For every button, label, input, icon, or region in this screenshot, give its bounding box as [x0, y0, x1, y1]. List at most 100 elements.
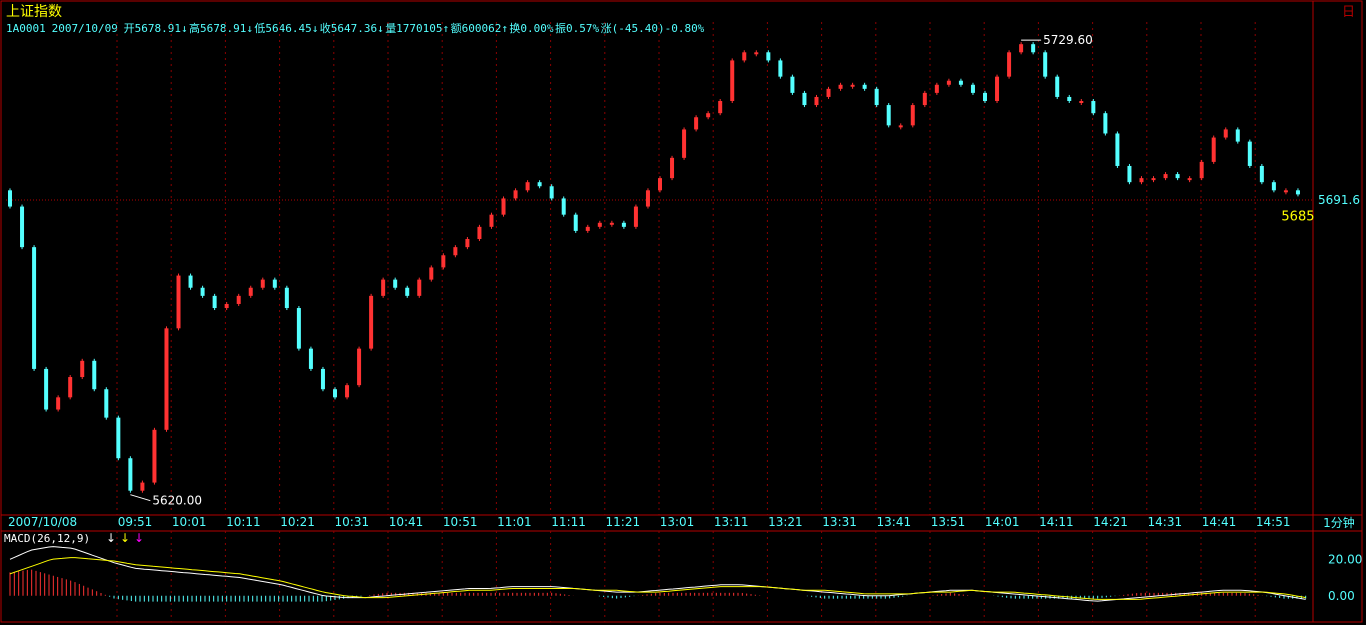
candle-body [633, 206, 638, 227]
high-price-label: 5729.60 [1043, 33, 1093, 47]
candle-body [20, 206, 25, 248]
time-label: 11:21 [606, 515, 641, 529]
candle-body [886, 105, 891, 126]
candle-body [56, 397, 61, 410]
candle-body [754, 52, 759, 55]
page-title: 上证指数 [6, 4, 62, 20]
corner-label: 日 [1342, 5, 1355, 20]
candle-body [790, 76, 795, 93]
time-label: 13:01 [660, 515, 695, 529]
info-turnover: 换0.00% [509, 21, 553, 35]
candle-body [802, 92, 807, 106]
candle-body [405, 287, 410, 296]
info-low: 低5646.45↓ [254, 22, 318, 35]
candle-body [862, 84, 867, 89]
candle-body [1283, 190, 1288, 193]
candle-body [1043, 52, 1048, 77]
candle-body [296, 308, 301, 349]
macd-arrow-1: ↓ [120, 531, 130, 545]
candle-body [1235, 129, 1240, 142]
candle-body [645, 190, 650, 207]
candle-body [910, 105, 915, 126]
candle-body [1079, 101, 1084, 104]
candle-body [1175, 174, 1180, 179]
candle-body [850, 84, 855, 87]
candle-body [477, 226, 482, 240]
candle-body [814, 96, 819, 106]
low-marker-line [130, 494, 151, 502]
time-label: 10:51 [443, 515, 478, 529]
candle-body [561, 198, 566, 215]
candle-body [429, 267, 434, 280]
time-label: 11:11 [551, 515, 586, 529]
candle-body [1223, 129, 1228, 138]
candle-body [308, 348, 313, 369]
macd-label: MACD(26,12,9) [4, 532, 90, 545]
candle-body [200, 287, 205, 296]
candle-body [742, 52, 747, 61]
time-label: 14:31 [1148, 515, 1183, 529]
time-label: 10:21 [280, 515, 315, 529]
time-label-start: 2007/10/08 [8, 515, 77, 529]
candle-body [537, 182, 542, 187]
candle-body [670, 157, 675, 179]
candle-body [826, 88, 831, 97]
candle-body [946, 80, 951, 85]
time-label: 11:01 [497, 515, 532, 529]
candle-body [1055, 76, 1060, 97]
info-high: 高5678.91↓ [189, 21, 253, 35]
candle-body [1187, 178, 1192, 181]
time-label: 14:41 [1202, 515, 1237, 529]
info-code: 1A0001 [6, 22, 46, 35]
candle-body [465, 239, 470, 248]
candle-body [513, 190, 518, 199]
candle-body [188, 275, 193, 288]
candle-body [272, 279, 277, 288]
info-amount: 额600062↑ [451, 22, 508, 35]
candle-body [8, 190, 12, 207]
candle-body [212, 295, 217, 309]
info-amplitude: 振0.57% [555, 21, 599, 35]
candle-body [128, 458, 133, 491]
candle-body [1103, 113, 1108, 134]
candle-body [778, 60, 783, 77]
candle-body [248, 287, 253, 296]
candle-body [694, 117, 699, 130]
macd-dif-line [9, 546, 1306, 602]
candle-body [1199, 161, 1204, 179]
info-volume: 量1770105↑ [385, 22, 449, 35]
candle-body [92, 360, 97, 390]
candle-body [1019, 44, 1024, 53]
candle-body [152, 429, 157, 483]
period-label: 1分钟 [1323, 515, 1355, 530]
time-label: 14:21 [1093, 515, 1128, 529]
candle-body [958, 80, 963, 85]
time-label: 13:51 [931, 515, 966, 529]
candle-body [1211, 137, 1216, 162]
candle-body [1139, 178, 1144, 183]
candle-body [441, 255, 446, 268]
candle-body [333, 389, 337, 398]
candle-body [393, 279, 398, 288]
candle-body [1067, 96, 1072, 102]
candle-body [995, 76, 1000, 102]
candle-body [730, 60, 735, 102]
candle-body [1163, 174, 1168, 179]
candle-body [585, 226, 590, 231]
candle-body [381, 279, 386, 296]
candle-body [1007, 52, 1012, 77]
candle-body [1271, 182, 1276, 191]
candle-body [104, 389, 109, 418]
macd-axis-label-0: 0.00 [1328, 589, 1355, 603]
time-label: 09:51 [118, 515, 153, 529]
time-label: 14:11 [1039, 515, 1074, 529]
candle-body [658, 178, 662, 191]
candle-body [549, 186, 554, 199]
candle-body [417, 279, 422, 296]
candle-body [453, 247, 458, 256]
candle-body [934, 84, 939, 93]
low-price-label: 5620.00 [152, 494, 202, 508]
candle-body [898, 125, 903, 128]
